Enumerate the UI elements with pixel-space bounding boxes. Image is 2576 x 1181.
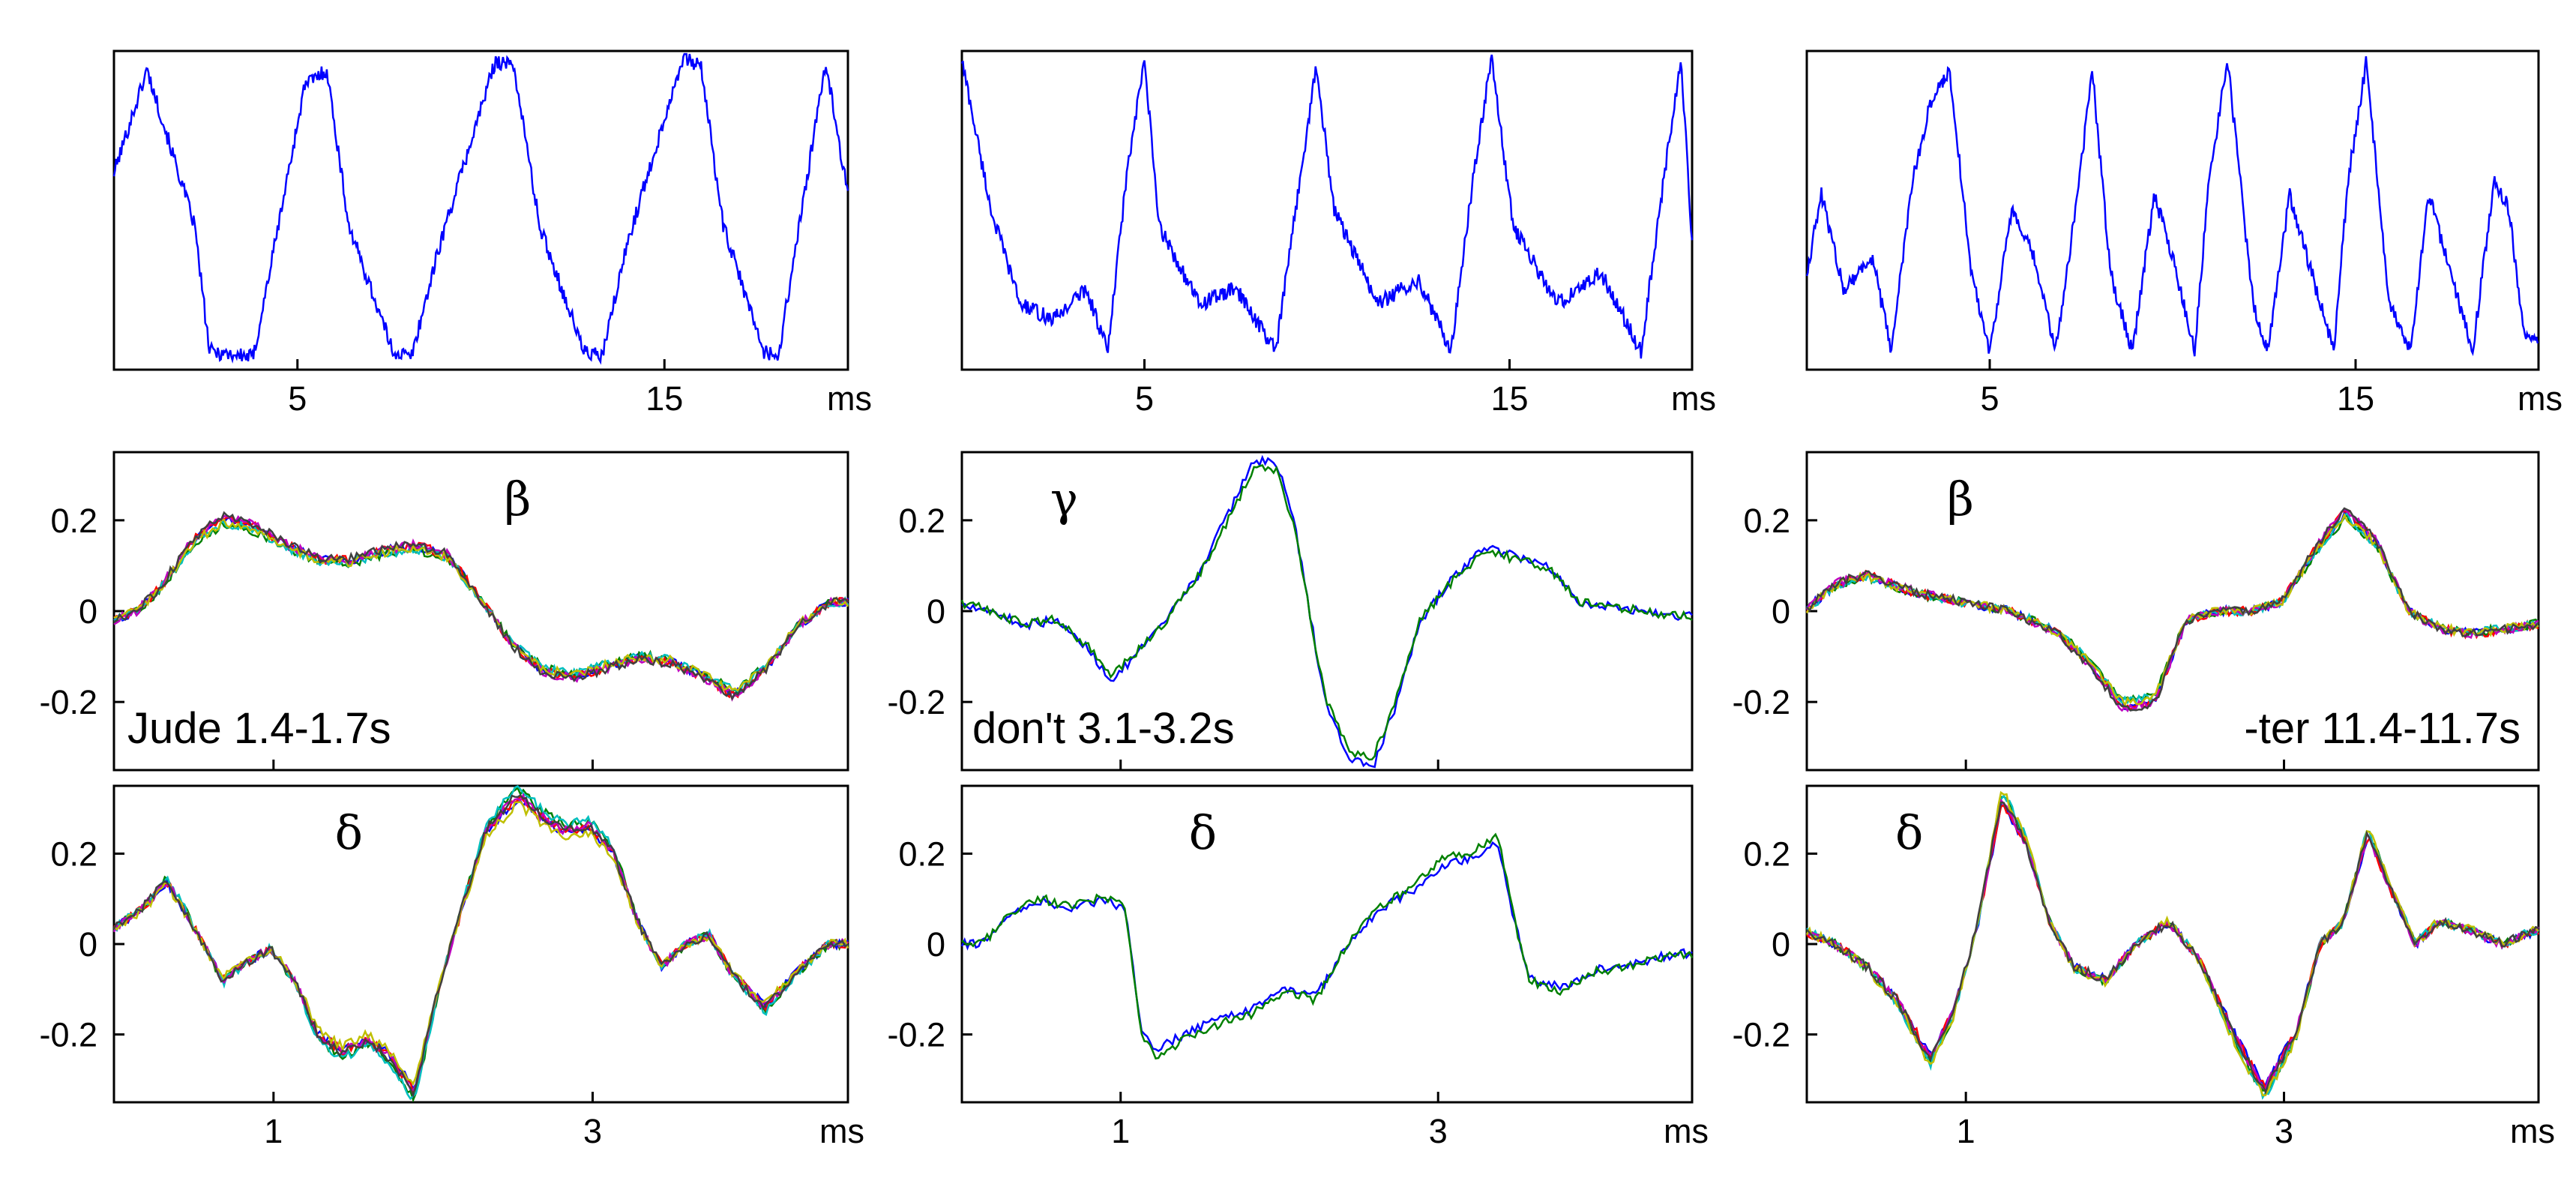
r2c1-glyph-label: β <box>505 472 532 526</box>
top-panel-3-xtick-label: 15 <box>2337 379 2374 418</box>
r2c3-ytick-label: -0.2 <box>1732 683 1790 721</box>
top-panel-1-frame <box>112 49 849 371</box>
r3c2-xunit-label: ms <box>1664 1112 1709 1150</box>
r2c1-ytick-label: 0 <box>79 592 97 631</box>
r2c2-glyph-label: γ <box>1050 472 1078 526</box>
top-panel-2-frame <box>960 49 1694 371</box>
r2c3-ytick-label: 0.2 <box>1743 502 1790 540</box>
top-panel-3-waveform <box>1805 55 2539 357</box>
r3c2-series-2 <box>961 832 1694 1060</box>
r3c1-xtick-label: 3 <box>583 1112 602 1150</box>
r2c3-series-6 <box>1805 512 2539 709</box>
r2c1-series-5 <box>113 514 849 702</box>
r3c2-frame <box>960 784 1694 1104</box>
r3c1-glyph-label: δ <box>335 805 363 860</box>
r2c2-ytick-label: -0.2 <box>887 683 945 721</box>
r3c3-ytick-label: 0.2 <box>1743 835 1790 873</box>
top-panel-2-xtick-label: 15 <box>1490 379 1528 418</box>
r3c3-ytick-label: -0.2 <box>1732 1016 1790 1054</box>
r2c1-series-4 <box>113 519 849 693</box>
top-panel-2-xtick-label: 5 <box>1135 379 1154 418</box>
r2c1-series-1 <box>113 516 849 697</box>
r2c3-series-1 <box>1806 511 2540 711</box>
r3c3-ytick-label: 0 <box>1772 925 1790 964</box>
r3c2-xtick-label: 1 <box>1111 1112 1130 1150</box>
top-panel-1-waveform <box>112 52 849 365</box>
r2c3-glyph-label: β <box>1947 472 1974 526</box>
r2c1-series-2 <box>113 518 849 694</box>
r3c1-xtick-label: 1 <box>264 1112 283 1150</box>
r3c3-xtick-label: 1 <box>1957 1112 1975 1150</box>
r2c1-series-3 <box>113 516 849 699</box>
r2c3-series-7 <box>1806 507 2539 712</box>
r3c3-series-7 <box>1806 801 2539 1095</box>
r2c3-ytick-label: 0 <box>1772 592 1790 631</box>
r3c2-glyph-label: δ <box>1189 805 1217 860</box>
r2c1-annotation: Jude 1.4-1.7s <box>127 704 391 753</box>
r3c2-series-1 <box>960 841 1693 1053</box>
r2c3-series-2 <box>1805 513 2539 704</box>
r2c2-annotation: don't 3.1-3.2s <box>972 704 1235 753</box>
top-panel-2-waveform <box>960 54 1694 359</box>
r3c3-xunit-label: ms <box>2510 1112 2555 1150</box>
r2c2-ytick-label: 0.2 <box>898 502 945 540</box>
r2c1-ytick-label: 0.2 <box>50 502 97 540</box>
r3c1-series-7 <box>112 793 849 1099</box>
top-panel-3-frame <box>1805 49 2540 371</box>
r3c3-xtick-label: 3 <box>2275 1112 2293 1150</box>
r3c1-ytick-label: -0.2 <box>39 1016 97 1054</box>
r3c2-ytick-label: 0 <box>927 925 945 964</box>
r2c3-series-3 <box>1805 509 2539 712</box>
r2c2-series-2 <box>960 464 1693 761</box>
r3c1-series-4 <box>113 784 849 1101</box>
r2c3-annotation: -ter 11.4-11.7s <box>2244 704 2521 753</box>
top-panel-1-xunit-label: ms <box>827 379 872 418</box>
r3c1-ytick-label: 0.2 <box>50 835 97 873</box>
r3c2-xtick-label: 3 <box>1429 1112 1448 1150</box>
top-panel-2-xunit-label: ms <box>1671 379 1716 418</box>
r3c1-frame <box>112 784 849 1104</box>
top-panel-1-xtick-label: 5 <box>288 379 307 418</box>
r3c1-ytick-label: 0 <box>79 925 97 964</box>
r2c3-series-5 <box>1805 508 2539 713</box>
r3c2-ytick-label: -0.2 <box>887 1016 945 1054</box>
r3c3-series-5 <box>1806 797 2540 1092</box>
r3c3-glyph-label: δ <box>1895 805 1923 860</box>
r2c1-series-6 <box>113 518 849 692</box>
r2c1-series-7 <box>113 511 849 701</box>
r3c1-xunit-label: ms <box>819 1112 864 1150</box>
r2c2-ytick-label: 0 <box>927 592 945 631</box>
r3c1-series-2 <box>112 786 849 1103</box>
r2c3-series-4 <box>1806 511 2539 705</box>
top-panel-3-xunit-label: ms <box>2518 379 2563 418</box>
top-panel-3-xtick-label: 5 <box>1980 379 1999 418</box>
r3c2-ytick-label: 0.2 <box>898 835 945 873</box>
r2c1-ytick-label: -0.2 <box>39 683 97 721</box>
top-panel-1-xtick-label: 15 <box>645 379 683 418</box>
